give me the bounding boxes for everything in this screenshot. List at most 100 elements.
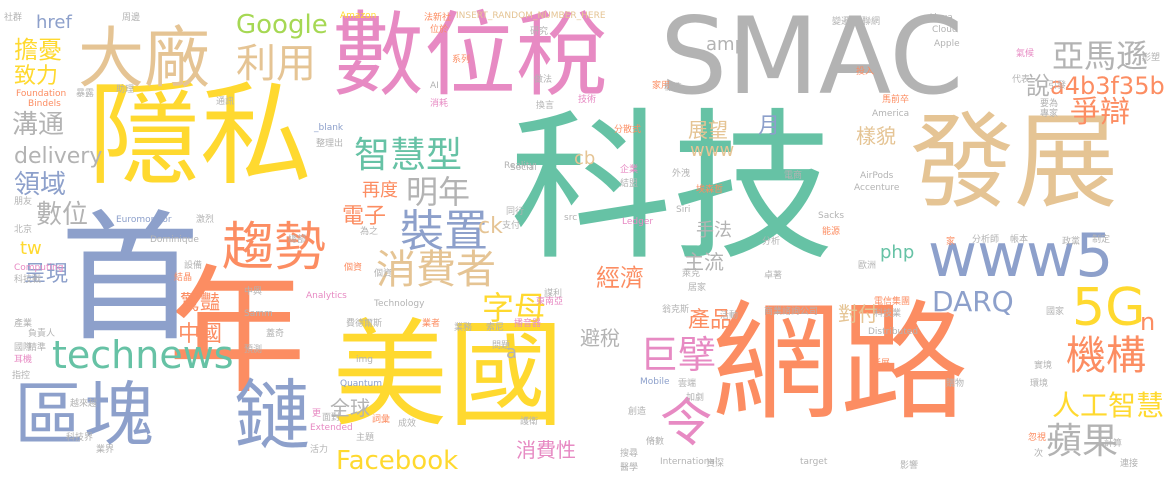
word: 萊克: [682, 269, 701, 279]
word: 字母: [482, 289, 547, 327]
word: Euromonitor: [116, 215, 172, 225]
word: Apple: [934, 39, 960, 49]
word: 聯網: [862, 17, 881, 27]
word: 購物: [946, 379, 965, 389]
word: tw: [20, 238, 42, 259]
word: 位於: [430, 25, 449, 35]
word: ck: [478, 214, 503, 239]
word: 科技: [510, 95, 834, 283]
word: 活力: [310, 445, 329, 455]
word: amp: [706, 34, 746, 55]
word: 家: [946, 237, 956, 247]
word: 雲端: [678, 379, 697, 389]
word: 計算: [1104, 439, 1123, 449]
word: 要為: [1040, 99, 1059, 109]
word: AI: [430, 81, 439, 91]
word: 消耗: [430, 99, 449, 109]
word: n: [1140, 308, 1156, 336]
word: 中國: [178, 322, 223, 347]
word: Analytics: [306, 291, 347, 301]
word: 消費者: [376, 247, 496, 293]
word: 對付: [838, 302, 878, 326]
word: 詞彙: [372, 415, 391, 425]
word: 制定: [1092, 235, 1111, 245]
word: 數位稅: [332, 2, 609, 109]
word: 美國: [332, 308, 564, 443]
word: 樣貌: [856, 124, 896, 148]
word: 代表: [1012, 75, 1031, 85]
word: Social: [510, 163, 537, 173]
word: 科技界: [66, 433, 94, 443]
word: 精準: [28, 343, 47, 353]
word: 結晶: [174, 273, 193, 283]
word: Foundation: [16, 89, 67, 99]
word: 預測: [244, 345, 263, 355]
word: International: [660, 457, 718, 467]
word: Bindels: [28, 99, 61, 109]
word: 業界: [96, 445, 115, 455]
word: 耳機: [14, 355, 33, 365]
word: 區塊: [14, 374, 154, 456]
word: 卓著: [764, 271, 783, 281]
word: 總部: [288, 235, 307, 245]
word: 引發: [1048, 81, 1067, 91]
word: 個資: [344, 263, 363, 273]
word: 業務: [454, 323, 473, 333]
word: 社群: [4, 13, 23, 23]
word: 延展: [872, 359, 891, 369]
word: 大廠: [78, 20, 210, 97]
word: America: [872, 109, 910, 119]
word: 居家: [688, 283, 707, 293]
word: delivery: [14, 144, 103, 169]
word: 負責人: [28, 329, 56, 339]
word: 為之: [360, 227, 379, 237]
word: 中興: [244, 287, 263, 297]
word: 家用: [652, 81, 671, 91]
word: 國家: [1046, 307, 1065, 317]
word: 指控: [12, 371, 31, 381]
word: Siri: [676, 205, 691, 215]
word: 法新社: [424, 13, 452, 23]
word: 分散式: [614, 125, 642, 135]
word: 爭辯: [1070, 95, 1130, 130]
word: 創造: [628, 407, 647, 417]
word: 謀利: [544, 289, 563, 299]
word: 蘋果: [1046, 421, 1119, 462]
word: 形塑: [1142, 53, 1161, 63]
word: 企業: [620, 165, 639, 175]
word: 埃森哲: [696, 185, 724, 195]
word: href: [36, 12, 72, 33]
word: 智慧型: [354, 135, 463, 176]
word: 技術: [578, 95, 597, 105]
word: 氣候: [1016, 49, 1035, 59]
word: 個資: [374, 269, 393, 279]
word: Computing: [14, 263, 64, 273]
word: 月: [758, 114, 781, 139]
word: 電信集團: [874, 297, 911, 307]
word: 鏈: [234, 371, 310, 460]
word: 發展: [910, 101, 1119, 223]
word: 商業諮詢公司: [764, 307, 819, 317]
word: 亞馬遜: [1052, 37, 1149, 75]
word: 消費性: [516, 438, 576, 462]
word: 通訊: [216, 97, 235, 107]
word: 擔憂: [14, 36, 62, 64]
word: 能源: [822, 227, 841, 237]
word: 蓋奇: [266, 329, 285, 339]
word: 問題: [492, 341, 511, 351]
word: 經濟: [596, 264, 644, 292]
word: 資深: [706, 459, 725, 469]
word: 忽視: [1028, 433, 1047, 443]
word: 首: [60, 198, 201, 361]
word: DARQ: [932, 285, 1014, 318]
word: 搜尋: [620, 449, 639, 459]
word: 護衛: [520, 417, 539, 427]
word: 說: [1026, 72, 1050, 100]
word: 變遷: [832, 17, 851, 27]
word: Quantum: [340, 379, 383, 389]
word: 成效: [398, 419, 417, 429]
word: img: [356, 355, 373, 365]
word: 主流: [684, 250, 724, 274]
word: 東南亞: [536, 297, 564, 307]
word: 隱私: [88, 71, 312, 201]
